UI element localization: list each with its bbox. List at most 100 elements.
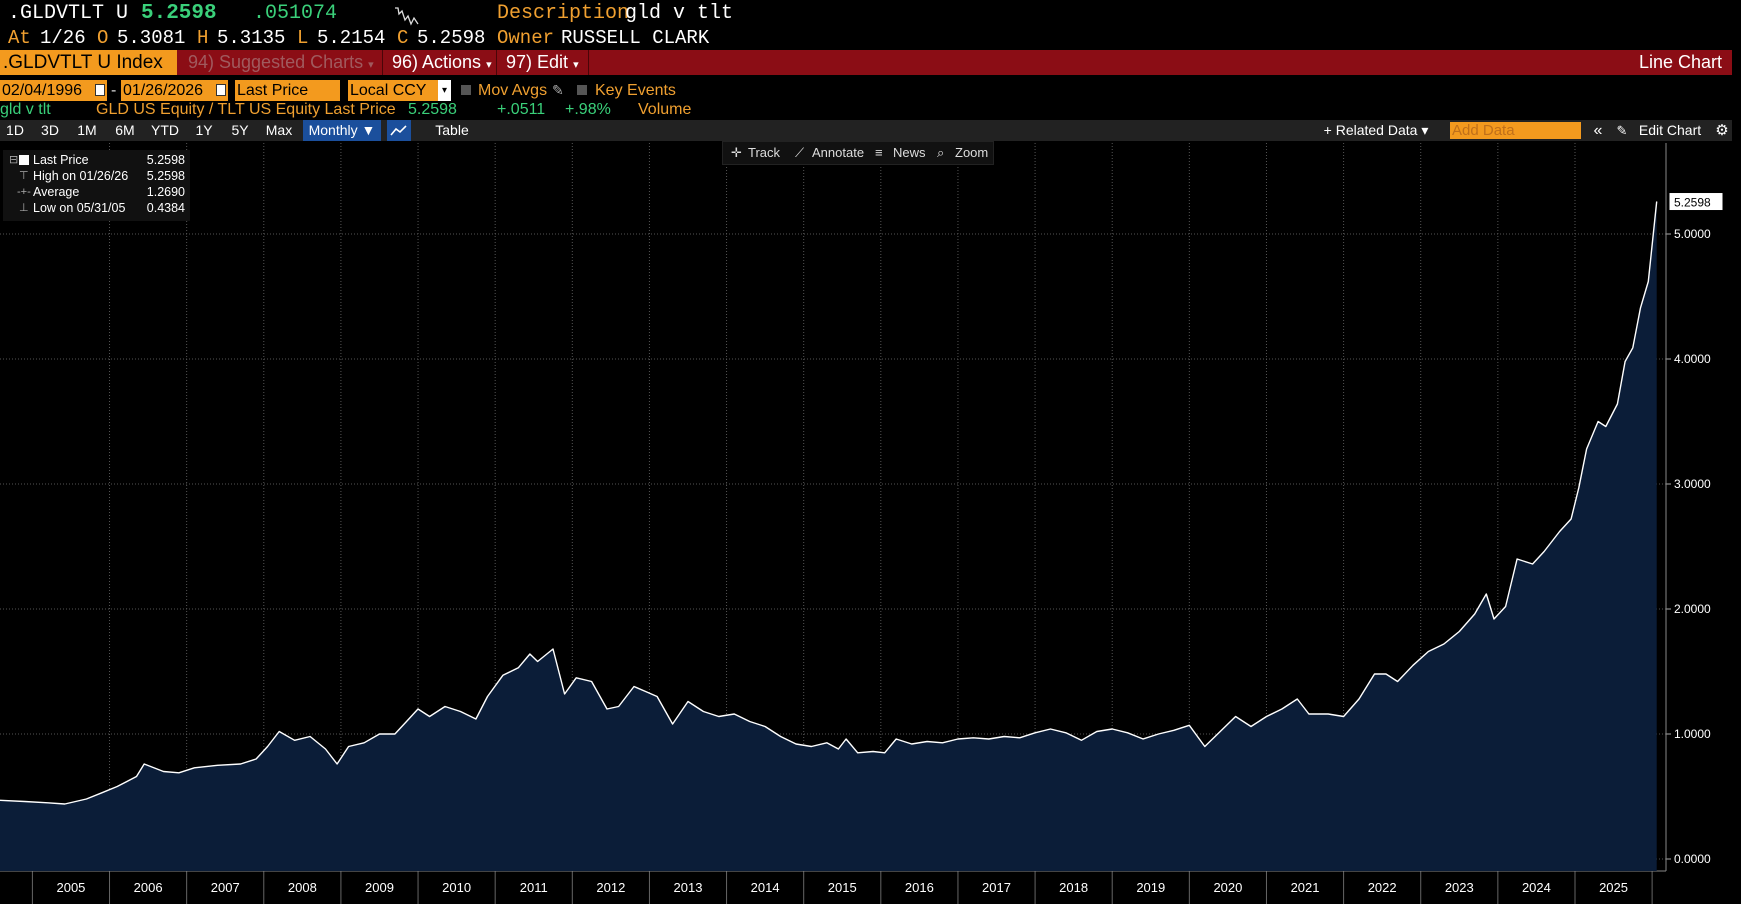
period-1m[interactable]: 1M bbox=[77, 122, 97, 138]
legend-average-label: Average bbox=[33, 185, 80, 199]
actions-label: 96) Actions bbox=[392, 52, 482, 72]
key-events-label: Key Events bbox=[595, 82, 676, 99]
x-tick-label: 2019 bbox=[1136, 880, 1165, 895]
gear-icon[interactable]: ⚙ bbox=[1715, 122, 1729, 139]
legend-average-value: 1.2690 bbox=[146, 185, 185, 199]
legend-last-price[interactable]: ⊟ Last Price 5.2598 bbox=[3, 152, 190, 168]
y-tick-label: 3.0000 bbox=[1674, 477, 1711, 491]
calendar-icon[interactable] bbox=[95, 84, 105, 96]
x-tick-label: 2009 bbox=[365, 880, 394, 895]
pencil-icon[interactable]: ✎ bbox=[1616, 123, 1628, 138]
security-formula: GLD US Equity / TLT US Equity Last Price bbox=[96, 101, 396, 118]
news-icon: ≡ bbox=[875, 145, 883, 160]
suggested-charts-label: 94) Suggested Charts bbox=[188, 52, 364, 72]
mov-avgs-label: Mov Avgs bbox=[478, 82, 548, 99]
period-1y[interactable]: 1Y bbox=[195, 122, 213, 138]
close-value: 5.2598 bbox=[417, 27, 486, 49]
add-data-input[interactable]: Add Data bbox=[1450, 122, 1581, 139]
high-value: 5.3135 bbox=[217, 27, 286, 49]
period-6m[interactable]: 6M bbox=[115, 122, 135, 138]
ticker[interactable]: .GLDVTLT U bbox=[8, 2, 129, 25]
series-swatch bbox=[19, 155, 29, 165]
y-tick-label: 0.0000 bbox=[1674, 852, 1711, 866]
x-tick-label: 2018 bbox=[1059, 880, 1088, 895]
x-tick-label: 2012 bbox=[596, 880, 625, 895]
zoom-icon: ⌕ bbox=[937, 145, 945, 160]
edit-chart-button[interactable]: Edit Chart bbox=[1638, 122, 1702, 138]
owner-label: Owner bbox=[497, 27, 555, 49]
legend-last-value: 5.2598 bbox=[146, 153, 185, 167]
currency-selector[interactable]: Local CCY ▾ bbox=[348, 80, 451, 101]
end-date-value: 01/26/2026 bbox=[123, 82, 204, 99]
at-value: 1/26 bbox=[40, 27, 86, 49]
open-value: 5.3081 bbox=[117, 27, 186, 49]
security-change: +.0511 bbox=[497, 101, 546, 118]
start-date-field[interactable]: 02/04/1996 bbox=[0, 80, 107, 101]
last-value-label: 5.2598 bbox=[1674, 196, 1711, 210]
index-title[interactable]: .GLDVTLT U Index bbox=[0, 50, 177, 75]
x-tick-label: 2007 bbox=[211, 880, 240, 895]
volume-label: Volume bbox=[638, 101, 692, 118]
price-chart[interactable]: 2005 2006 2007 2008 2009 2010 2011 2012 2013 2014… bbox=[0, 141, 1741, 904]
line-chart-icon[interactable] bbox=[387, 120, 411, 141]
x-tick-label: 2021 bbox=[1291, 880, 1320, 895]
last-price: 5.2598 bbox=[141, 2, 217, 25]
field-selector[interactable]: Last Price bbox=[235, 80, 340, 101]
key-events-checkbox[interactable] bbox=[577, 85, 587, 95]
x-tick-label: 2010 bbox=[442, 880, 471, 895]
collapse-icon[interactable]: ⊟ bbox=[9, 154, 19, 166]
edit-menu[interactable]: 97) Edit ▾ bbox=[498, 50, 589, 75]
security-value: 5.2598 bbox=[408, 101, 457, 118]
mov-avgs-checkbox[interactable] bbox=[461, 85, 471, 95]
legend-high-value: 5.2598 bbox=[146, 169, 185, 183]
description-label: Description bbox=[497, 2, 630, 25]
track-button[interactable]: Track bbox=[748, 145, 781, 160]
chevron-down-icon: ▾ bbox=[438, 80, 451, 101]
news-button[interactable]: News bbox=[893, 145, 926, 160]
legend-low-label: Low on 05/31/05 bbox=[33, 201, 126, 215]
sparkline-icon bbox=[395, 7, 419, 26]
suggested-charts-menu[interactable]: 94) Suggested Charts ▾ bbox=[180, 50, 383, 75]
chevron-down-icon: ▾ bbox=[486, 59, 492, 71]
zoom-button[interactable]: Zoom bbox=[955, 145, 989, 160]
menu-bar: .GLDVTLT U Index 94) Suggested Charts ▾ … bbox=[0, 50, 1732, 75]
close-label: C bbox=[397, 27, 409, 49]
annotate-button[interactable]: Annotate bbox=[812, 145, 865, 160]
header-line-2: At 1/26 O 5.3081 H 5.3135 L 5.2154 C 5.2… bbox=[0, 27, 1741, 51]
x-tick-label: 2014 bbox=[751, 880, 780, 895]
legend-high-label: High on 01/26/26 bbox=[33, 169, 129, 183]
period-3d[interactable]: 3D bbox=[41, 122, 59, 138]
open-label: O bbox=[97, 27, 109, 49]
edit-label: 97) Edit bbox=[506, 52, 569, 72]
period-ytd[interactable]: YTD bbox=[151, 122, 179, 138]
period-5y[interactable]: 5Y bbox=[231, 122, 249, 138]
x-tick-label: 2011 bbox=[520, 880, 548, 895]
x-tick-label: 2016 bbox=[905, 880, 934, 895]
legend-high: ⊤ High on 01/26/26 5.2598 bbox=[3, 168, 190, 184]
period-max[interactable]: Max bbox=[265, 122, 293, 138]
series-line bbox=[0, 201, 1658, 805]
end-date-field[interactable]: 01/26/2026 bbox=[121, 80, 228, 101]
collapse-double-chevron-icon[interactable]: « bbox=[1593, 122, 1603, 139]
period-1d[interactable]: 1D bbox=[6, 122, 24, 138]
high-label: H bbox=[197, 27, 209, 49]
chevron-down-icon: ▾ bbox=[573, 59, 579, 71]
x-tick-label: 2008 bbox=[288, 880, 317, 895]
average-marker-icon: -+- bbox=[17, 186, 31, 198]
start-date-value: 02/04/1996 bbox=[2, 82, 83, 99]
legend-low-value: 0.4384 bbox=[146, 201, 185, 215]
date-dash: - bbox=[111, 82, 117, 99]
low-marker-icon: ⊥ bbox=[19, 202, 29, 214]
x-tick-label: 2017 bbox=[982, 880, 1011, 895]
actions-menu[interactable]: 96) Actions ▾ bbox=[384, 50, 497, 75]
frequency-selector[interactable]: Monthly ▼ bbox=[303, 120, 381, 141]
low-label: L bbox=[297, 27, 309, 49]
calendar-icon[interactable] bbox=[216, 84, 226, 96]
related-data-button[interactable]: + Related Data ▾ bbox=[1323, 122, 1429, 138]
pencil-icon[interactable]: ✎ bbox=[552, 82, 564, 98]
table-button[interactable]: Table bbox=[435, 122, 469, 138]
crosshair-icon: ✛ bbox=[731, 145, 742, 160]
y-tick-label: 4.0000 bbox=[1674, 352, 1711, 366]
security-row: gld v tlt GLD US Equity / TLT US Equity … bbox=[0, 101, 1741, 121]
legend-average: -+- Average 1.2690 bbox=[3, 184, 190, 200]
